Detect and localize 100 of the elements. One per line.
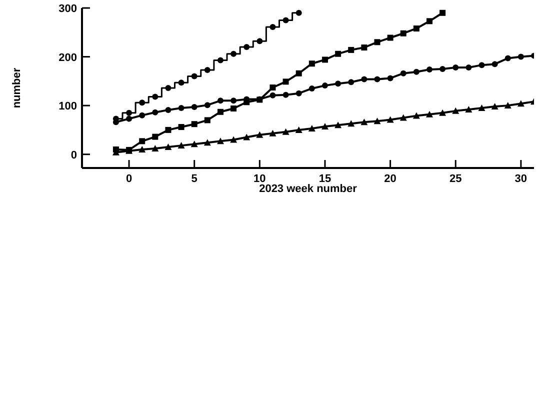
point xyxy=(138,146,146,152)
point xyxy=(348,46,354,53)
point xyxy=(308,124,316,132)
point xyxy=(413,68,420,75)
point xyxy=(335,50,342,57)
point xyxy=(217,98,224,104)
x-tick-label: 10 xyxy=(254,173,266,185)
point xyxy=(374,76,380,82)
point xyxy=(152,144,159,152)
point xyxy=(282,92,289,98)
point xyxy=(504,55,511,62)
point xyxy=(269,130,276,136)
point xyxy=(190,140,198,148)
point xyxy=(164,144,172,150)
point xyxy=(335,80,342,87)
point xyxy=(322,82,328,89)
point xyxy=(270,24,276,30)
point xyxy=(348,79,354,86)
point xyxy=(412,112,420,119)
point xyxy=(426,66,432,72)
point xyxy=(348,120,355,127)
x-tick-label: 15 xyxy=(318,173,332,185)
y-axis-title: number xyxy=(10,67,23,108)
point xyxy=(439,109,446,116)
point xyxy=(270,84,276,91)
point xyxy=(256,38,263,44)
point xyxy=(452,64,459,71)
point xyxy=(452,107,460,114)
x-axis-title: 2023 week number xyxy=(259,183,358,195)
point xyxy=(256,131,264,138)
point xyxy=(308,85,315,92)
point xyxy=(139,100,146,106)
point xyxy=(165,85,172,91)
x-tick-label: 5 xyxy=(191,173,198,185)
point xyxy=(126,110,132,116)
point xyxy=(165,106,172,113)
point xyxy=(282,78,289,85)
point xyxy=(478,62,485,68)
point xyxy=(216,138,224,144)
point xyxy=(139,138,146,144)
point xyxy=(296,10,302,16)
x-tick-label: 20 xyxy=(384,173,396,185)
point xyxy=(387,75,394,82)
point xyxy=(191,104,198,110)
y-tick-label: 0 xyxy=(70,149,77,162)
point xyxy=(282,128,290,135)
point xyxy=(492,61,498,68)
point xyxy=(230,98,237,104)
point xyxy=(361,44,368,51)
point xyxy=(466,64,472,71)
y-tick-label: 100 xyxy=(58,100,77,113)
point xyxy=(204,66,210,73)
point xyxy=(440,10,446,16)
point xyxy=(295,126,302,133)
point xyxy=(204,102,210,108)
point xyxy=(296,90,302,96)
point xyxy=(321,123,328,130)
point xyxy=(217,108,224,115)
point xyxy=(152,109,158,116)
point xyxy=(360,118,368,126)
point xyxy=(465,106,472,112)
point xyxy=(334,122,342,128)
point xyxy=(361,76,368,82)
point xyxy=(204,139,211,146)
point xyxy=(282,17,289,24)
point xyxy=(426,110,433,118)
x-tick-label: 30 xyxy=(514,173,528,185)
y-tick-label: 200 xyxy=(58,52,77,64)
point xyxy=(139,112,146,118)
point xyxy=(191,121,198,128)
point xyxy=(374,39,380,46)
point xyxy=(191,73,198,80)
point xyxy=(386,116,394,123)
y-tick-label: 300 xyxy=(58,3,77,15)
point xyxy=(517,100,524,107)
point xyxy=(322,56,328,63)
point xyxy=(217,57,224,64)
point xyxy=(504,102,512,109)
point xyxy=(440,66,446,72)
point xyxy=(152,94,158,100)
point xyxy=(491,103,498,110)
point xyxy=(308,60,315,67)
point xyxy=(400,114,407,121)
x-tick-label: 25 xyxy=(449,173,462,185)
point xyxy=(178,124,184,130)
point xyxy=(230,50,237,57)
point xyxy=(152,134,158,140)
point xyxy=(204,117,210,124)
point xyxy=(400,70,406,76)
point xyxy=(296,70,302,76)
point xyxy=(243,134,250,140)
point xyxy=(126,116,132,122)
point xyxy=(178,80,184,86)
point xyxy=(426,18,432,24)
point xyxy=(478,104,486,111)
point xyxy=(400,30,406,36)
point xyxy=(270,92,276,98)
point xyxy=(230,136,238,143)
point xyxy=(518,54,524,60)
point xyxy=(165,126,172,133)
